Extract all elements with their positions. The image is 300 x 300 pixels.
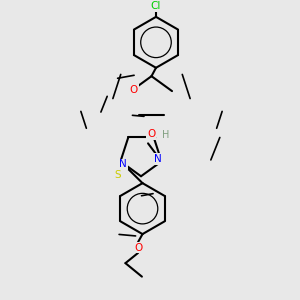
Text: N: N [119, 159, 127, 169]
Text: O: O [134, 243, 142, 253]
Text: O: O [147, 129, 155, 139]
Text: N: N [154, 154, 162, 164]
Text: Cl: Cl [151, 2, 161, 11]
Text: S: S [115, 170, 121, 180]
Text: O: O [130, 85, 138, 94]
Text: H: H [162, 130, 169, 140]
